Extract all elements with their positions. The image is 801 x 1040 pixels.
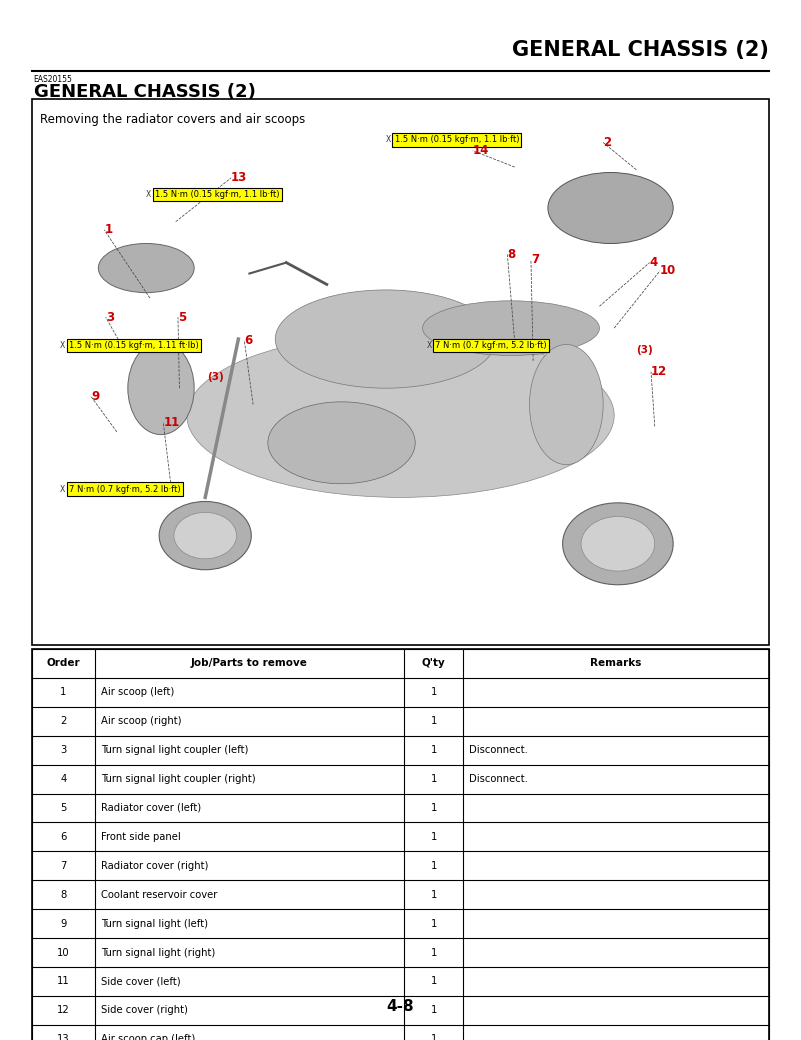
Ellipse shape bbox=[276, 290, 497, 388]
Text: X: X bbox=[60, 341, 66, 350]
Text: 6: 6 bbox=[244, 334, 252, 346]
Text: 1: 1 bbox=[430, 918, 437, 929]
Text: 7 N·m (0.7 kgf·m, 5.2 lb·ft): 7 N·m (0.7 kgf·m, 5.2 lb·ft) bbox=[435, 341, 547, 350]
Text: 13: 13 bbox=[231, 172, 248, 184]
Ellipse shape bbox=[187, 334, 614, 497]
Ellipse shape bbox=[174, 513, 236, 558]
Text: 3: 3 bbox=[60, 745, 66, 755]
Text: 2: 2 bbox=[60, 717, 66, 726]
Ellipse shape bbox=[423, 301, 599, 356]
Text: 1: 1 bbox=[430, 977, 437, 987]
Text: 1: 1 bbox=[430, 832, 437, 842]
Text: Disconnect.: Disconnect. bbox=[469, 745, 528, 755]
Text: 7 N·m (0.7 kgf·m, 5.2 lb·ft): 7 N·m (0.7 kgf·m, 5.2 lb·ft) bbox=[69, 485, 180, 494]
Text: Side cover (right): Side cover (right) bbox=[101, 1006, 187, 1015]
Ellipse shape bbox=[128, 342, 194, 435]
Text: 1: 1 bbox=[430, 774, 437, 784]
Text: Air scoop cap (left): Air scoop cap (left) bbox=[101, 1034, 195, 1040]
Text: 10: 10 bbox=[660, 264, 676, 278]
Text: 1: 1 bbox=[430, 889, 437, 900]
Text: Turn signal light (left): Turn signal light (left) bbox=[101, 918, 207, 929]
Text: 1.5 N·m (0.15 kgf·m, 1.1 lb·ft): 1.5 N·m (0.15 kgf·m, 1.1 lb·ft) bbox=[395, 135, 519, 145]
Text: 7: 7 bbox=[531, 254, 539, 266]
Text: X: X bbox=[386, 135, 391, 145]
Ellipse shape bbox=[529, 344, 603, 465]
Ellipse shape bbox=[562, 503, 673, 584]
Text: 10: 10 bbox=[57, 947, 70, 958]
Text: 7: 7 bbox=[60, 861, 66, 870]
Text: 1: 1 bbox=[430, 947, 437, 958]
Text: Q'ty: Q'ty bbox=[422, 658, 445, 669]
Bar bbox=[32, 649, 769, 1040]
Text: 1: 1 bbox=[430, 717, 437, 726]
Text: 6: 6 bbox=[60, 832, 66, 842]
Text: Removing the radiator covers and air scoops: Removing the radiator covers and air sco… bbox=[40, 112, 305, 126]
Text: Remarks: Remarks bbox=[590, 658, 642, 669]
Text: Disconnect.: Disconnect. bbox=[469, 774, 528, 784]
Text: Turn signal light (right): Turn signal light (right) bbox=[101, 947, 215, 958]
Text: X: X bbox=[60, 485, 66, 494]
Text: 12: 12 bbox=[651, 365, 667, 379]
Ellipse shape bbox=[548, 173, 673, 243]
Text: 1: 1 bbox=[430, 1006, 437, 1015]
Text: 1: 1 bbox=[430, 745, 437, 755]
Text: 9: 9 bbox=[60, 918, 66, 929]
Text: 1: 1 bbox=[60, 687, 66, 698]
Text: GENERAL CHASSIS (2): GENERAL CHASSIS (2) bbox=[34, 83, 256, 101]
Text: 11: 11 bbox=[163, 416, 179, 428]
Text: 13: 13 bbox=[57, 1034, 70, 1040]
Text: (3): (3) bbox=[207, 372, 224, 383]
Text: Order: Order bbox=[46, 658, 80, 669]
Text: 1: 1 bbox=[430, 687, 437, 698]
Ellipse shape bbox=[99, 243, 194, 292]
Text: 1: 1 bbox=[104, 224, 112, 236]
Text: 4: 4 bbox=[60, 774, 66, 784]
Text: GENERAL CHASSIS (2): GENERAL CHASSIS (2) bbox=[512, 40, 769, 59]
Text: (3): (3) bbox=[636, 345, 653, 355]
Text: 1.5 N·m (0.15 kgf·m, 1.11 ft·lb): 1.5 N·m (0.15 kgf·m, 1.11 ft·lb) bbox=[69, 341, 199, 350]
Text: 1: 1 bbox=[430, 1034, 437, 1040]
Text: 9: 9 bbox=[91, 390, 99, 402]
Text: X: X bbox=[147, 190, 151, 199]
Bar bbox=[32, 99, 769, 645]
Text: Air scoop (left): Air scoop (left) bbox=[101, 687, 174, 698]
Text: 1.5 N·m (0.15 kgf·m, 1.1 lb·ft): 1.5 N·m (0.15 kgf·m, 1.1 lb·ft) bbox=[155, 190, 280, 199]
Text: EAS20155: EAS20155 bbox=[34, 75, 73, 84]
Text: Radiator cover (left): Radiator cover (left) bbox=[101, 803, 201, 813]
Text: 14: 14 bbox=[473, 145, 489, 157]
Ellipse shape bbox=[159, 501, 252, 570]
Text: 8: 8 bbox=[60, 889, 66, 900]
Text: Coolant reservoir cover: Coolant reservoir cover bbox=[101, 889, 217, 900]
Text: Air scoop (right): Air scoop (right) bbox=[101, 717, 181, 726]
Text: 5: 5 bbox=[178, 311, 186, 323]
Text: 3: 3 bbox=[106, 311, 114, 323]
Text: Radiator cover (right): Radiator cover (right) bbox=[101, 861, 208, 870]
Text: X: X bbox=[426, 341, 432, 350]
Text: 1: 1 bbox=[430, 861, 437, 870]
Text: Turn signal light coupler (left): Turn signal light coupler (left) bbox=[101, 745, 248, 755]
Text: Turn signal light coupler (right): Turn signal light coupler (right) bbox=[101, 774, 256, 784]
Text: Job/Parts to remove: Job/Parts to remove bbox=[191, 658, 308, 669]
Text: 12: 12 bbox=[57, 1006, 70, 1015]
Ellipse shape bbox=[581, 517, 654, 571]
Text: Front side panel: Front side panel bbox=[101, 832, 180, 842]
Text: 4-8: 4-8 bbox=[387, 999, 414, 1014]
Text: 4: 4 bbox=[650, 256, 658, 269]
Ellipse shape bbox=[268, 401, 415, 484]
Text: 8: 8 bbox=[507, 248, 516, 261]
Text: 5: 5 bbox=[60, 803, 66, 813]
Text: 11: 11 bbox=[57, 977, 70, 987]
Text: Side cover (left): Side cover (left) bbox=[101, 977, 180, 987]
Text: 2: 2 bbox=[603, 136, 611, 149]
Text: 1: 1 bbox=[430, 803, 437, 813]
